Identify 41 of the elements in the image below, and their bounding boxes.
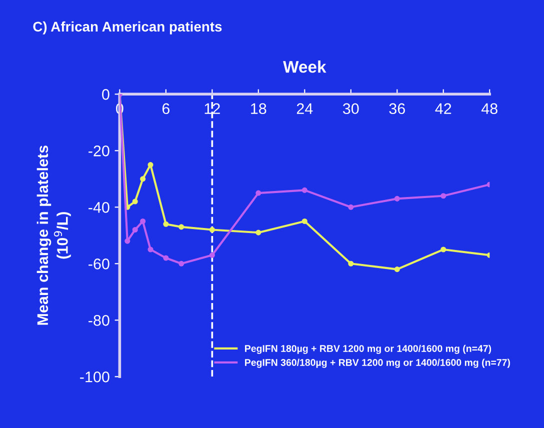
y-tick-label: -80: [88, 315, 110, 326]
legend-label: PegIFN 360/180µg + RBV 1200 mg or 1400/1600 mg (n=77): [245, 358, 510, 368]
x-tick-label: 18: [251, 103, 266, 114]
point: [132, 226, 138, 233]
x-tick-label: 30: [342, 103, 359, 114]
point: [124, 238, 130, 244]
y-tick-label: -20: [88, 146, 110, 156]
point: [209, 226, 215, 233]
x-tick-label: 24: [296, 103, 313, 114]
point: [178, 224, 184, 230]
y-tick-label: -100: [80, 372, 110, 382]
y-tick-label: -60: [88, 258, 110, 270]
point: [132, 198, 138, 204]
x-tick-label: 12: [204, 103, 220, 114]
x-tick-label: 42: [435, 103, 452, 114]
point: [209, 252, 215, 258]
point: [163, 221, 169, 227]
point: [163, 255, 169, 261]
point: [348, 204, 354, 210]
point: [140, 176, 146, 182]
point: [178, 260, 184, 266]
point: [302, 187, 308, 193]
point: [302, 218, 308, 224]
x-tick-label: 36: [389, 103, 405, 114]
y-axis-title: Mean change in platelets (10$^{9}$/L): [36, 146, 71, 325]
chart-title: C) African American patients: [33, 21, 222, 34]
point: [256, 190, 262, 196]
point: [148, 246, 154, 252]
y-tick-label: 0: [102, 89, 110, 100]
point: [256, 230, 262, 236]
x-axis-title: Week: [283, 60, 326, 73]
point: [394, 196, 400, 202]
x-tick-label: 48: [481, 103, 498, 114]
point: [140, 218, 146, 224]
x-tick-label: 6: [162, 103, 170, 114]
point: [440, 246, 446, 252]
legend-label: PegIFN 180µg + RBV 1200 mg or 1400/1600 mg (n=47): [245, 344, 492, 354]
point: [394, 266, 400, 272]
y-tick-label: -40: [88, 202, 110, 213]
point: [348, 260, 354, 266]
point: [440, 193, 446, 199]
